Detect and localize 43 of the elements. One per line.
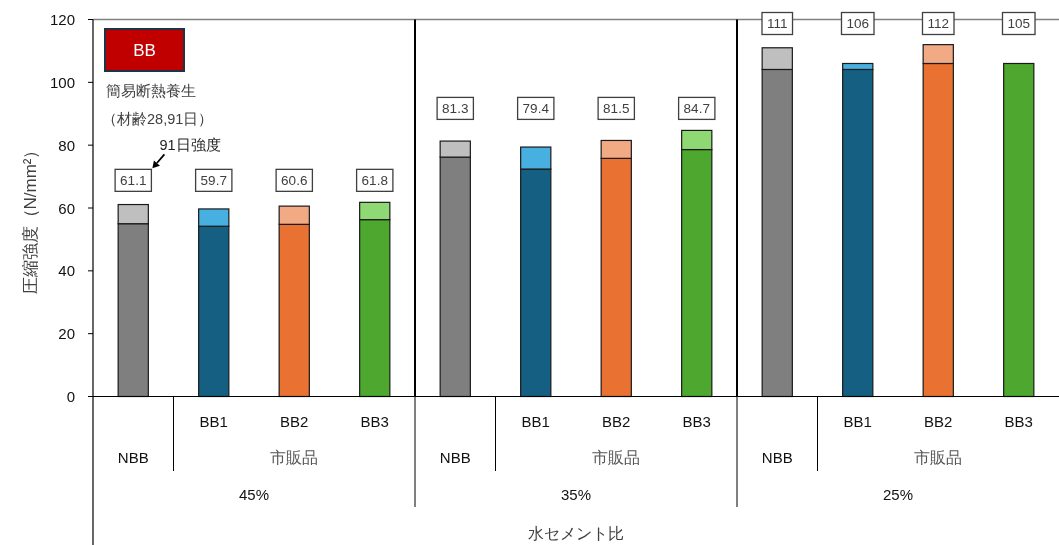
total-label: 61.1	[120, 172, 147, 188]
x-tick-label: BB3	[1004, 412, 1033, 430]
total-label: 105	[1007, 16, 1031, 31]
text: 35%	[560, 485, 592, 503]
total-label: 84.7	[683, 100, 710, 116]
text: 市販品	[914, 448, 963, 466]
x-tick-label: BB1	[843, 412, 872, 430]
y-tick-label: 0	[66, 388, 75, 405]
total-label: 112	[927, 16, 950, 31]
y-tick-label: 80	[58, 136, 75, 154]
annotation: 簡易断熱養生	[106, 83, 196, 99]
y-tick-label: 40	[58, 262, 75, 280]
text: NBB	[761, 448, 793, 466]
x-tick-label: BB1	[521, 412, 550, 430]
annotation: 91日強度	[159, 137, 221, 154]
total-label: 81.3	[442, 100, 469, 116]
y-axis-title: 圧縮強度（N/mm²）	[20, 141, 40, 295]
x-tick-label: BB3	[682, 412, 711, 430]
text: 45%	[238, 485, 270, 503]
text: 市販品	[270, 448, 319, 466]
annotation: （材齢28,91日）	[102, 111, 214, 127]
text: NBB	[439, 448, 471, 466]
text: 25%	[882, 485, 914, 503]
total-label: 111	[766, 16, 788, 31]
text: 水セメント比	[528, 524, 624, 542]
x-tick-label: BB3	[360, 412, 389, 430]
x-tick-label: BB2	[602, 412, 631, 430]
total-label: 61.8	[361, 172, 388, 188]
x-tick-label: BB2	[280, 412, 309, 430]
text: BB	[133, 40, 156, 60]
x-tick-label: BB2	[924, 412, 953, 430]
total-label: 60.6	[281, 172, 308, 188]
total-label: 81.5	[603, 100, 630, 116]
total-label: 79.4	[522, 100, 550, 116]
y-tick-label: 100	[49, 73, 75, 91]
x-tick-label: BB1	[199, 412, 228, 430]
total-label: 106	[846, 16, 870, 31]
total-label: 59.7	[200, 172, 227, 188]
text: NBB	[117, 448, 149, 466]
y-tick-label: 120	[49, 11, 75, 28]
y-tick-label: 60	[58, 199, 75, 217]
text: 市販品	[592, 448, 641, 466]
y-tick-label: 20	[58, 325, 75, 343]
